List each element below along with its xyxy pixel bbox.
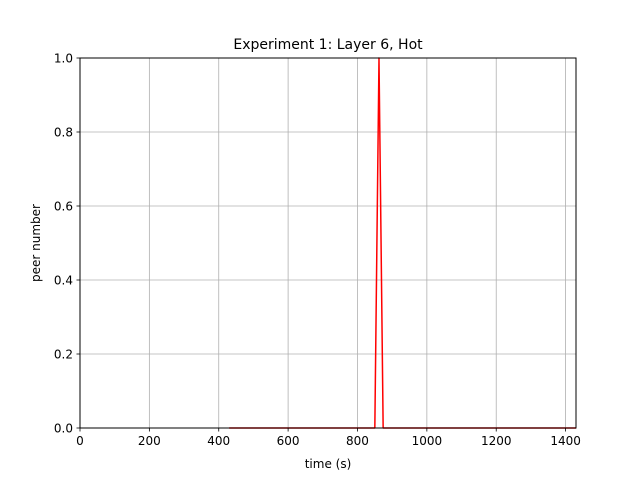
x-tick-label: 1000 bbox=[412, 434, 443, 448]
x-tick-label: 400 bbox=[207, 434, 230, 448]
x-tick-label: 1200 bbox=[481, 434, 512, 448]
x-tick-label: 0 bbox=[76, 434, 84, 448]
y-tick-label: 0.4 bbox=[54, 274, 73, 288]
y-tick-label: 0.8 bbox=[54, 126, 73, 140]
x-axis-label: time (s) bbox=[305, 457, 352, 471]
x-tick-label: 200 bbox=[138, 434, 161, 448]
y-axis-label: peer number bbox=[29, 204, 43, 282]
y-tick-label: 0.2 bbox=[54, 348, 73, 362]
x-axis-ticks: 0 200 400 600 800 1000 1200 1400 bbox=[76, 428, 581, 448]
y-tick-label: 0.0 bbox=[54, 422, 73, 436]
plot-frame bbox=[79, 57, 577, 429]
x-tick-label: 800 bbox=[346, 434, 369, 448]
x-tick-label: 1400 bbox=[550, 434, 581, 448]
y-tick-label: 1.0 bbox=[54, 52, 73, 66]
y-tick-label: 0.6 bbox=[54, 200, 73, 214]
y-axis-ticks: 0.0 0.2 0.4 0.6 0.8 1.0 bbox=[54, 52, 80, 436]
chart-title: Experiment 1: Layer 6, Hot bbox=[233, 37, 423, 53]
x-tick-label: 600 bbox=[277, 434, 300, 448]
